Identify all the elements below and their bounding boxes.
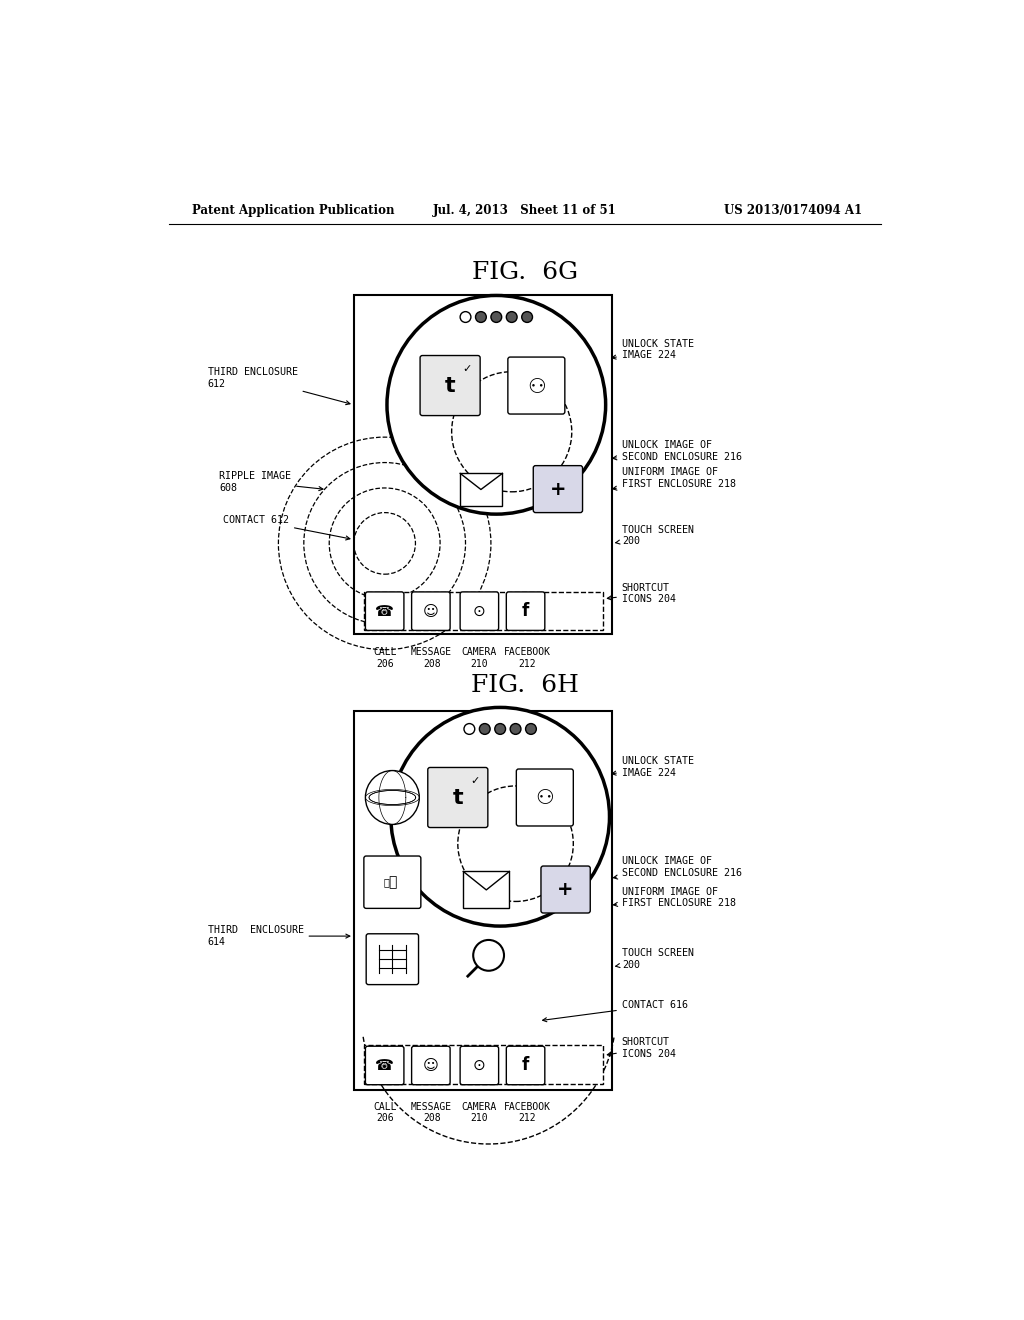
Text: t: t [453,788,463,808]
Text: f: f [522,602,529,620]
FancyBboxPatch shape [366,591,403,631]
FancyBboxPatch shape [420,355,480,416]
Circle shape [495,723,506,734]
FancyBboxPatch shape [367,933,419,985]
Text: UNLOCK STATE
IMAGE 224: UNLOCK STATE IMAGE 224 [612,756,694,777]
Text: UNLOCK IMAGE OF
SECOND ENCLOSURE 216: UNLOCK IMAGE OF SECOND ENCLOSURE 216 [612,440,741,462]
Circle shape [475,312,486,322]
Text: CAMERA
210: CAMERA 210 [462,1102,497,1123]
FancyBboxPatch shape [516,770,573,826]
Text: CONTACT 616: CONTACT 616 [543,1001,688,1022]
Text: CALL
206: CALL 206 [373,1102,396,1123]
Text: UNLOCK STATE
IMAGE 224: UNLOCK STATE IMAGE 224 [612,338,694,360]
Circle shape [387,296,605,515]
FancyBboxPatch shape [506,1047,545,1085]
Text: TOUCH SCREEN
200: TOUCH SCREEN 200 [615,525,694,546]
Text: ☎: ☎ [375,1057,394,1073]
Text: ⚇: ⚇ [536,788,554,808]
Text: Jul. 4, 2013   Sheet 11 of 51: Jul. 4, 2013 Sheet 11 of 51 [433,205,616,218]
FancyBboxPatch shape [534,466,583,512]
Text: FIG.  6G: FIG. 6G [472,261,578,284]
Circle shape [464,723,475,734]
Text: ☺: ☺ [423,603,439,619]
Text: f: f [522,1056,529,1074]
Circle shape [510,723,521,734]
Text: CONTACT 612: CONTACT 612 [223,515,350,540]
FancyBboxPatch shape [506,591,545,631]
Bar [460,474,503,506]
Text: SHORTCUT
ICONS 204: SHORTCUT ICONS 204 [607,1038,676,1059]
Text: ⊙: ⊙ [473,603,485,619]
Text: THIRD ENCLOSURE
612: THIRD ENCLOSURE 612 [208,367,350,405]
FancyBboxPatch shape [366,1047,403,1085]
FancyBboxPatch shape [412,1047,451,1085]
FancyBboxPatch shape [508,358,565,414]
Text: t: t [444,376,456,396]
FancyBboxPatch shape [460,1047,499,1085]
Text: ✓: ✓ [463,363,472,374]
Circle shape [458,785,573,902]
Bar [354,711,611,1090]
Text: TOUCH SCREEN
200: TOUCH SCREEN 200 [615,948,694,970]
Circle shape [521,312,532,322]
Bar [364,1045,603,1084]
Circle shape [366,771,419,825]
Text: CALL
206: CALL 206 [373,647,396,669]
FancyBboxPatch shape [541,866,590,913]
Circle shape [490,312,502,322]
FancyBboxPatch shape [364,857,421,908]
Text: ☺: ☺ [423,1057,439,1073]
Text: THIRD  ENCLOSURE
614: THIRD ENCLOSURE 614 [208,925,350,946]
Circle shape [452,372,571,492]
Text: ⊙: ⊙ [473,1057,485,1073]
Circle shape [391,708,609,927]
Text: UNIFORM IMAGE OF
FIRST ENCLOSURE 218: UNIFORM IMAGE OF FIRST ENCLOSURE 218 [612,467,736,490]
Text: +: + [550,480,566,499]
Bar [354,296,611,635]
Text: ☎: ☎ [375,603,394,619]
Bar [364,591,603,631]
Text: RIPPLE IMAGE
608: RIPPLE IMAGE 608 [219,471,323,492]
Circle shape [525,723,537,734]
Text: ⚇: ⚇ [527,376,546,396]
Text: 🚀: 🚀 [383,878,389,887]
Circle shape [506,312,517,322]
Circle shape [479,723,490,734]
FancyBboxPatch shape [460,591,499,631]
Text: MESSAGE
208: MESSAGE 208 [411,1102,453,1123]
Circle shape [460,312,471,322]
Bar [463,871,509,908]
Circle shape [473,940,504,970]
Text: UNIFORM IMAGE OF
FIRST ENCLOSURE 218: UNIFORM IMAGE OF FIRST ENCLOSURE 218 [613,887,736,908]
FancyBboxPatch shape [412,591,451,631]
FancyBboxPatch shape [428,767,487,828]
Text: FIG.  6H: FIG. 6H [471,675,579,697]
Text: FACEBOOK
212: FACEBOOK 212 [504,1102,551,1123]
Text: CAMERA
210: CAMERA 210 [462,647,497,669]
Text: Patent Application Publication: Patent Application Publication [193,205,394,218]
Text: FACEBOOK
212: FACEBOOK 212 [504,647,551,669]
Text: ⬜: ⬜ [388,875,396,890]
Text: MESSAGE
208: MESSAGE 208 [411,647,453,669]
Text: +: + [557,880,573,899]
Text: SHORTCUT
ICONS 204: SHORTCUT ICONS 204 [607,582,676,605]
Text: US 2013/0174094 A1: US 2013/0174094 A1 [724,205,862,218]
Text: UNLOCK IMAGE OF
SECOND ENCLOSURE 216: UNLOCK IMAGE OF SECOND ENCLOSURE 216 [613,855,741,879]
Text: ✓: ✓ [470,776,479,785]
